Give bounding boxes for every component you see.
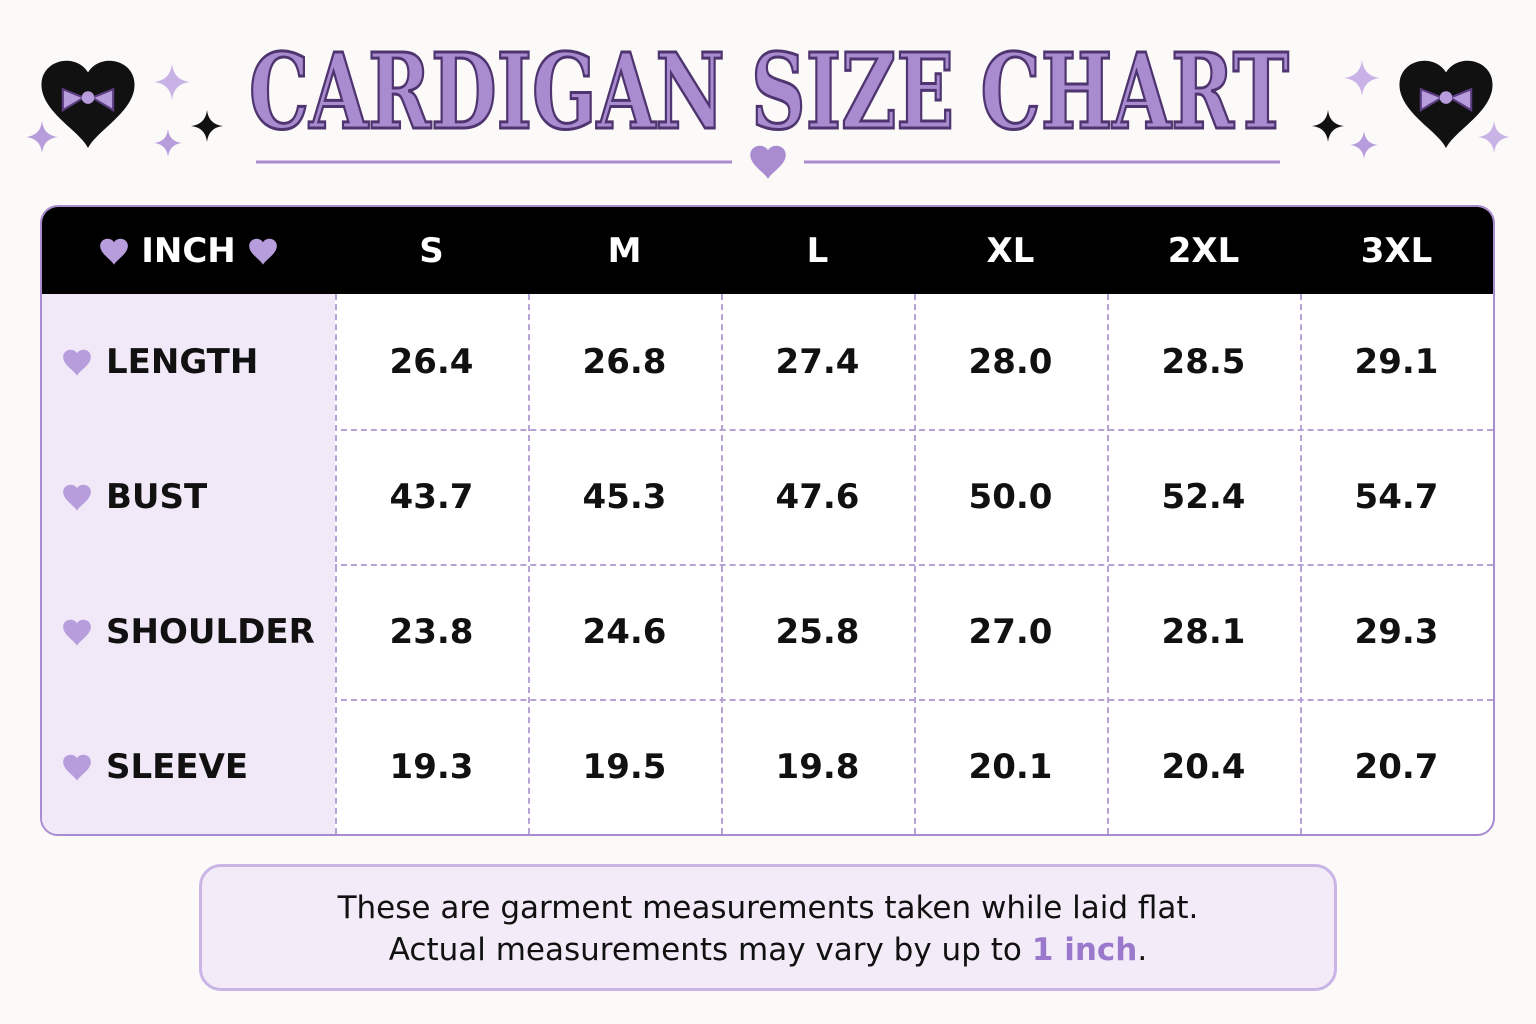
row-divider: [42, 564, 1493, 566]
row-label: SHOULDER: [42, 564, 335, 699]
size-header: XL: [914, 207, 1107, 294]
measurement: 27.4: [775, 341, 860, 382]
heart-icon: [63, 349, 91, 376]
heart-icon: [100, 238, 129, 265]
measurement: 54.7: [1354, 476, 1439, 517]
measurement: 20.4: [1161, 746, 1246, 787]
row-label-text: BUST: [106, 476, 208, 517]
measurement: 26.8: [582, 341, 667, 382]
size-header: M: [528, 207, 721, 294]
note-line: Actual measurements may vary by up to 1 i…: [202, 929, 1334, 971]
measurement: 19.5: [582, 746, 667, 787]
note: These are garment measurements taken whi…: [199, 864, 1337, 991]
measurement: 45.3: [582, 476, 667, 517]
measurement: 19.3: [389, 746, 474, 787]
row-label-text: LENGTH: [106, 341, 259, 382]
measurement: 28.0: [968, 341, 1053, 382]
measurement: 28.1: [1161, 611, 1246, 652]
row-label: LENGTH: [42, 294, 335, 429]
measurement: 19.8: [775, 746, 860, 787]
heart-icon: [248, 238, 277, 265]
measurement: 26.4: [389, 341, 474, 382]
measurement: 43.7: [389, 476, 474, 517]
measurement: 29.3: [1354, 611, 1439, 652]
size-header: S: [335, 207, 528, 294]
size-table: INCH S M L XL 2XL 3XL LENGTH 26.4 26.8 27.4 28.0 28.…: [40, 205, 1495, 836]
heart-icon: [63, 619, 91, 646]
size-header: 2XL: [1107, 207, 1300, 294]
note-line: These are garment measurements taken whi…: [337, 890, 1199, 926]
title: CARDIGAN SIZE CHART: [249, 30, 1289, 153]
note-highlight: 1 inch: [1031, 932, 1138, 968]
measurement: 27.0: [968, 611, 1053, 652]
measurement: 29.1: [1354, 341, 1439, 382]
row-label: BUST: [42, 429, 335, 564]
measurement: 25.8: [775, 611, 860, 652]
header-cell: INCH: [42, 207, 335, 294]
row-label: SLEEVE: [42, 699, 335, 834]
note-text: .: [1137, 932, 1148, 968]
row-label-text: SLEEVE: [106, 746, 249, 787]
heart-icon: [63, 754, 91, 781]
size-header: 3XL: [1300, 207, 1493, 294]
measurement: 23.8: [389, 611, 474, 652]
measurement: 52.4: [1161, 476, 1246, 517]
measurement: 24.6: [582, 611, 667, 652]
measurement: 28.5: [1161, 341, 1246, 382]
measurement: 50.0: [968, 476, 1053, 517]
size-header: L: [721, 207, 914, 294]
note-text: Actual measurements may vary by up to: [388, 932, 1022, 968]
row-label-text: SHOULDER: [106, 611, 315, 652]
row-divider: [42, 699, 1493, 701]
measurement: 47.6: [775, 476, 860, 517]
row-divider: [42, 429, 1493, 431]
unit-label: INCH: [141, 230, 236, 271]
measurement: 20.7: [1354, 746, 1439, 787]
heart-icon: [63, 484, 91, 511]
measurement: 20.1: [968, 746, 1053, 787]
